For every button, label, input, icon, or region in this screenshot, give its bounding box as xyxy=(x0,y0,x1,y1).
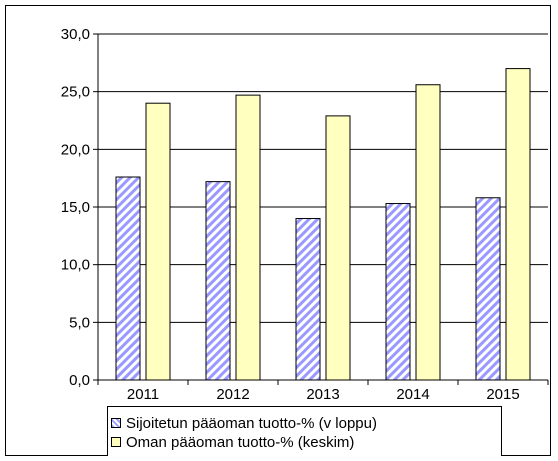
bars xyxy=(115,68,531,381)
x-tick-label: 2014 xyxy=(396,386,429,403)
axes xyxy=(93,33,549,385)
legend-label-oman: Oman pääoman tuotto-% (keskim) xyxy=(126,433,355,451)
bar-sijoitetun-2014 xyxy=(385,203,411,381)
bar-oman-2013 xyxy=(325,115,351,381)
x-tick-label: 2015 xyxy=(486,386,519,403)
bar-oman-2014 xyxy=(415,84,441,381)
x-tick-label: 2012 xyxy=(216,386,249,403)
bar-sijoitetun-2015 xyxy=(475,197,501,381)
x-tick-label: 2013 xyxy=(306,386,339,403)
legend-swatch-oman xyxy=(111,437,121,447)
legend-item-oman: Oman pääoman tuotto-% (keskim) xyxy=(111,433,354,451)
grid-lines xyxy=(98,33,548,323)
tick-labels: 0,0 5,0 10,0 15,0 20,0 25,0 30,0 2011 2012 2013 20… xyxy=(61,26,520,403)
legend-item-sijoitetun: Sijoitetun pääoman tuotto-% (v loppu) xyxy=(111,414,377,432)
bar-sijoitetun-2012 xyxy=(205,181,231,381)
y-tick-label: 25,0 xyxy=(61,84,90,101)
y-tick-label: 5,0 xyxy=(69,314,90,331)
legend-swatch-sijoitetun xyxy=(111,418,121,428)
y-tick-label: 15,0 xyxy=(61,199,90,216)
y-tick-label: 10,0 xyxy=(61,257,90,274)
bar-oman-2011 xyxy=(145,102,171,381)
bar-oman-2012 xyxy=(235,94,261,381)
legend: Sijoitetun pääoman tuotto-% (v loppu) Om… xyxy=(107,406,502,456)
y-tick-label: 20,0 xyxy=(61,141,90,158)
bar-oman-2015 xyxy=(505,68,531,381)
legend-label-sijoitetun: Sijoitetun pääoman tuotto-% (v loppu) xyxy=(126,414,377,432)
x-tick-label: 2011 xyxy=(127,386,159,403)
bar-sijoitetun-2011 xyxy=(115,176,141,381)
bar-sijoitetun-2013 xyxy=(295,218,321,381)
y-tick-label: 0,0 xyxy=(69,372,90,389)
y-tick-label: 30,0 xyxy=(61,26,90,43)
